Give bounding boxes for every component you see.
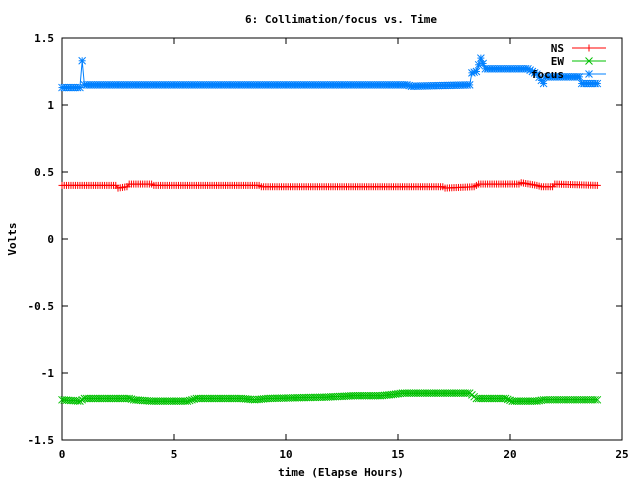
legend-label-focus: focus: [531, 68, 564, 81]
data-point-ew: [503, 395, 512, 404]
data-point-ew: [185, 396, 194, 405]
data-point-ew: [76, 397, 84, 405]
data-point-focus: [472, 67, 481, 76]
data-point-focus: [593, 79, 602, 88]
y-tick-label: 0.5: [34, 166, 54, 179]
x-axis-label: time (Elapse Hours): [278, 466, 404, 479]
data-point-focus: [78, 56, 87, 65]
legend-marker-focus: [585, 70, 593, 78]
data-point-ew: [183, 397, 192, 405]
data-point-ew: [593, 395, 602, 404]
y-tick-label: 1: [47, 99, 54, 112]
data-point-focus: [575, 73, 584, 81]
y-tick-label: 0: [47, 233, 54, 246]
data-point-ew: [591, 395, 599, 404]
data-point-ew: [188, 395, 196, 404]
x-tick-label: 20: [503, 448, 516, 461]
plot-frame: [61, 37, 623, 441]
legend-marker-ns: [585, 44, 593, 52]
data-point-ew: [78, 395, 87, 404]
data-point-ew: [463, 389, 472, 397]
y-tick-label: -1.5: [28, 434, 55, 447]
legend-label-ew: EW: [551, 55, 565, 68]
x-tick-label: 5: [171, 448, 178, 461]
x-tick-label: 0: [59, 448, 66, 461]
data-point-ew: [501, 394, 510, 403]
x-tick-label: 25: [615, 448, 628, 461]
x-tick-label: 15: [391, 448, 404, 461]
legend-marker-ew: [585, 57, 593, 65]
legend-label-ns: NS: [551, 42, 564, 55]
y-tick-label: 1.5: [34, 32, 54, 45]
data-point-focus: [465, 81, 474, 89]
y-axis-label: Volts: [6, 222, 19, 255]
y-tick-label: -1: [41, 367, 55, 380]
data-point-ns: [593, 181, 601, 189]
chart-title: 6: Collimation/focus vs. Time: [245, 13, 437, 26]
data-point-ew: [73, 397, 82, 405]
data-point-focus: [474, 60, 483, 69]
data-point-focus: [539, 79, 548, 88]
x-tick-label: 10: [279, 448, 292, 461]
y-tick-label: -0.5: [28, 300, 55, 313]
data-point-ew: [125, 394, 134, 403]
